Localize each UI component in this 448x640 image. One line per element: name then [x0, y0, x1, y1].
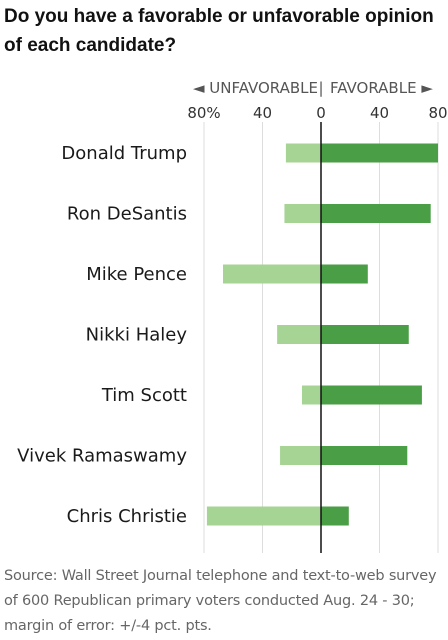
- category-label: Donald Trump: [61, 143, 187, 164]
- axis-header-divider: |: [318, 79, 323, 97]
- unfavorable-bar: [223, 264, 321, 284]
- category-labels: Donald Trump Ron DeSantis Mike Pence Nikki …: [17, 143, 187, 527]
- favorable-bar: [321, 446, 408, 465]
- favorable-bar: [321, 506, 349, 526]
- favorable-bar: [321, 143, 438, 163]
- chart-title: Do you have a favorable or unfavorable o…: [4, 6, 434, 56]
- unfavorable-bar: [301, 385, 321, 405]
- unfavorable-bar: [285, 143, 321, 163]
- category-label: Nikki Haley: [86, 325, 188, 346]
- favorable-bar: [321, 385, 422, 405]
- favorable-bar: [321, 264, 368, 284]
- unfavorable-header: ◄ UNFAVORABLE: [193, 79, 318, 97]
- category-label: Mike Pence: [86, 264, 187, 285]
- x-tick-label: 40: [253, 104, 272, 122]
- unfavorable-bar: [277, 325, 321, 344]
- unfavorable-bar: [284, 204, 321, 223]
- unfavorable-bar: [206, 506, 321, 526]
- favorable-bar: [321, 204, 431, 223]
- x-axis-ticks: 80% 40 0 40 80: [187, 104, 447, 122]
- category-label: Vivek Ramaswamy: [17, 446, 187, 467]
- category-label: Chris Christie: [67, 506, 187, 527]
- x-tick-label: 80: [428, 104, 447, 122]
- x-tick-label: 0: [316, 104, 326, 122]
- favorable-header: FAVORABLE ►: [330, 79, 433, 97]
- source-note: Source: Wall Street Journal telephone an…: [4, 568, 437, 634]
- favorable-bar: [321, 325, 409, 344]
- x-tick-label: 80%: [187, 104, 220, 122]
- category-label: Tim Scott: [101, 385, 187, 406]
- x-tick-label: 40: [370, 104, 389, 122]
- category-label: Ron DeSantis: [67, 204, 187, 225]
- unfavorable-bar: [280, 446, 321, 465]
- bars: [206, 143, 438, 526]
